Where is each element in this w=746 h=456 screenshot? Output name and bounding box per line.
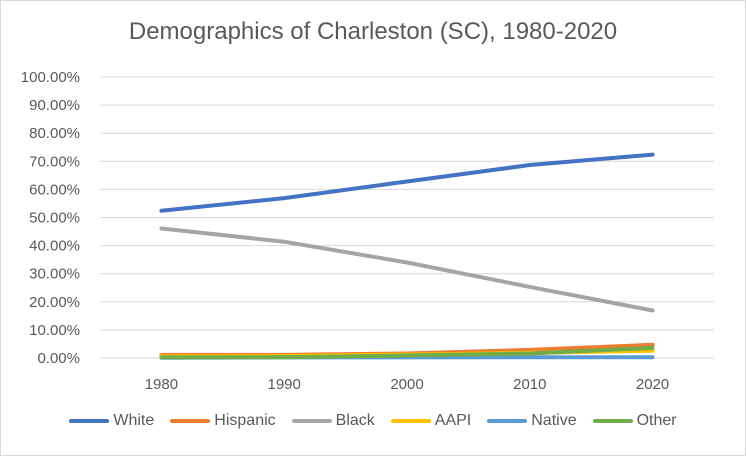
legend-label: Other [636, 412, 677, 429]
chart-title: Demographics of Charleston (SC), 1980-20… [128, 18, 618, 45]
legend-swatch [69, 419, 110, 423]
legend-label: Native [531, 412, 577, 429]
y-tick-label: 0.00% [37, 350, 80, 367]
series-line-white [159, 152, 655, 213]
legend-item-other: Other [592, 412, 677, 430]
legend-label: AAPI [434, 412, 472, 429]
series-lines [159, 152, 655, 360]
y-tick-label: 80.00% [29, 125, 80, 142]
y-tick-label: 100.00% [21, 69, 80, 86]
y-axis-tick-labels: 0.00% 10.00% 20.00% 30.00% 40.00% 50.00% 60.00… [21, 69, 80, 367]
x-tick-label-2020: 2020 [636, 376, 669, 393]
y-tick-label: 70.00% [29, 153, 80, 170]
legend-item-white: White [69, 412, 154, 430]
legend-item-hispanic: Hispanic [170, 412, 276, 430]
y-tick-label: 50.00% [29, 210, 80, 227]
legend-swatch [592, 419, 633, 423]
legend-item-aapi: AAPI [390, 412, 472, 430]
legend-swatch [170, 419, 211, 423]
legend-item-black: Black [291, 412, 375, 430]
legend-swatch [291, 419, 332, 423]
series-line-other [159, 345, 655, 360]
legend-item-native: Native [487, 412, 577, 430]
series-line-black [159, 226, 655, 313]
y-tick-label: 10.00% [29, 322, 80, 339]
legend-label: Hispanic [214, 412, 276, 429]
x-tick-label-1980: 1980 [145, 376, 178, 393]
y-tick-label: 60.00% [29, 181, 80, 198]
legend-swatch [390, 419, 431, 423]
y-tick-label: 90.00% [29, 97, 80, 114]
y-tick-label: 40.00% [29, 238, 80, 255]
x-axis-tick-labels: 1980 1990 2000 2010 2020 [145, 376, 670, 393]
legend-label: White [113, 412, 155, 429]
y-tick-label: 30.00% [29, 266, 80, 283]
legend: White Hispanic Black AAPI Native Other [0, 412, 746, 430]
x-tick-label-1990: 1990 [268, 376, 301, 393]
y-tick-label: 20.00% [29, 294, 80, 311]
chart-plot-area: 0.00% 10.00% 20.00% 30.00% 40.00% 50.00% 60.00… [21, 69, 714, 393]
x-tick-label-2000: 2000 [390, 376, 423, 393]
legend-label: Black [335, 412, 375, 429]
x-tick-label-2010: 2010 [513, 376, 546, 393]
gridlines [100, 76, 714, 359]
legend-swatch [487, 419, 528, 423]
